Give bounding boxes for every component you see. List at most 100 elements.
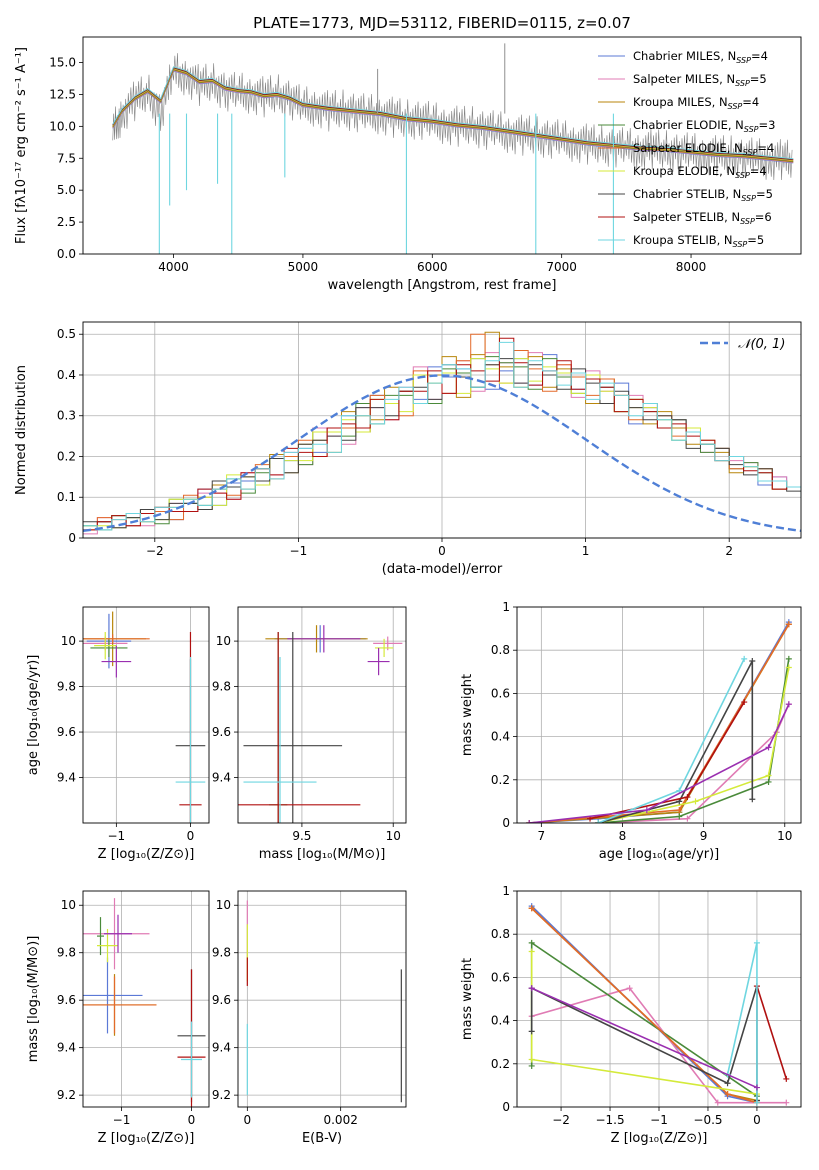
x-tick-label: 0: [753, 1113, 761, 1127]
mass-weight-marker: [528, 939, 535, 946]
legend-entry: Kroupa MILES, NSSP=4: [633, 95, 759, 111]
axes-frame: [82, 36, 802, 255]
y-tick-label: 0: [502, 816, 510, 830]
legend-entry: Salpeter MILES, NSSP=5: [633, 72, 767, 88]
errorbar-points: [83, 898, 206, 1107]
y-tick-label: 10: [61, 898, 76, 912]
legend-entry: Chabrier ELODIE, NSSP=3: [633, 118, 775, 134]
x-tick-label: 9.5: [292, 829, 311, 843]
mass-weight-marker: [528, 1028, 535, 1035]
y-tick-label: 0.5: [57, 327, 76, 341]
normal-distribution-curve: [83, 374, 801, 533]
legend-entry: Kroupa STELIB, NSSP=5: [633, 233, 764, 249]
legend-entry: 𝒩(0, 1): [738, 337, 785, 352]
x-tick-label: 6000: [417, 260, 448, 274]
x-tick-label: 10: [386, 829, 401, 843]
residual-histogram-salpeter-miles: [83, 352, 801, 538]
y-tick-label: 0.2: [491, 773, 510, 787]
x-tick-label: 9: [700, 829, 708, 843]
panel-mass_vs_ebv: 0 0.002 9.2 9.4 9.6 9.8 10 E(B-V): [212, 890, 407, 1146]
errorbar-point: [374, 638, 394, 658]
errorbar-point: [243, 657, 317, 823]
x-tick-label: −1: [113, 1113, 131, 1127]
y-tick-label: 0.0: [57, 247, 76, 261]
mass-weight-marker: [595, 820, 602, 823]
axes-frame: [237, 890, 407, 1108]
mass-weight-marker: [692, 798, 699, 805]
x-tick-label: −1: [290, 544, 308, 558]
mass-weight-marker: [526, 820, 533, 823]
mass-weight-marker: [783, 1099, 790, 1106]
errorbar-points: [83, 611, 206, 823]
errorbar-point: [181, 1021, 202, 1098]
x-tick-label: 1: [582, 544, 590, 558]
mass-weight-marker: [741, 699, 748, 706]
mass-weight-marker: [785, 655, 792, 662]
panel-mass_vs_Z: −1 0 9.2 9.4 9.6 9.8 10 Z [log₁₀(Z/Z⊙)] mass [lo…: [26, 890, 210, 1146]
y-tick-label: 9.8: [57, 680, 76, 694]
mass-weight-series: [529, 623, 790, 823]
mass-weight-series: [529, 621, 790, 823]
y-tick-label: 10.0: [49, 119, 76, 133]
mass-weight-marker: [676, 807, 683, 814]
x-tick-label: 0: [438, 544, 446, 558]
errorbar-point: [101, 645, 132, 678]
y-tick-label: 0.4: [491, 1014, 510, 1028]
errorbar-points: [238, 625, 403, 823]
y-tick-label: 9.6: [212, 993, 231, 1007]
mass-weight-series: [756, 985, 788, 1080]
axes-frame: [237, 606, 407, 824]
panel-massweight_vs_age: 7 8 9 10 0 0.2 0.4 0.6 0.8 1 age [log₁₀(age/yr)] ma…: [460, 600, 802, 862]
x-tick-label: 2: [725, 544, 733, 558]
y-tick-label: 9.8: [212, 680, 231, 694]
model-spectrum-kroupa-stelib: [112, 66, 794, 160]
y-tick-label: 9.6: [57, 993, 76, 1007]
panel-massweight_vs_Z: −2 −1.5 −1 −0.5 0 0 0.2 0.4 0.6 0.8 1 Z [log₁₀(Z/Z⊙…: [460, 884, 802, 1146]
x-tick-label: 0.002: [323, 1113, 357, 1127]
x-tick-label: −2: [552, 1113, 570, 1127]
x-axis-label: wavelength [Angstrom, rest frame]: [328, 278, 557, 293]
x-axis-label: mass [log₁₀(M/M⊙)]: [259, 847, 386, 862]
observed-spectrum-line: [112, 53, 793, 180]
residual-histogram-chabrier-elodie: [83, 356, 801, 538]
x-tick-label: 7: [538, 829, 546, 843]
mass-weight-marker: [528, 905, 535, 912]
errorbar-point: [94, 632, 117, 660]
mass-weight-marker: [749, 658, 756, 664]
errorbar-point: [104, 914, 132, 953]
y-tick-label: 15.0: [49, 56, 76, 70]
y-axis-label: Normed distribution: [14, 365, 29, 495]
mass-weight-marker: [785, 621, 792, 628]
mass-weight-lines: [526, 619, 792, 823]
axes-frame: [516, 606, 802, 824]
mass-weight-marker: [528, 985, 535, 992]
x-axis-label: age [log₁₀(age/yr)]: [599, 847, 720, 862]
y-tick-label: 0.6: [491, 686, 510, 700]
y-tick-label: 10: [216, 634, 231, 648]
errorbar-point: [90, 638, 128, 658]
y-tick-label: 0.8: [491, 927, 510, 941]
y-tick-label: 0.2: [57, 449, 76, 463]
y-tick-label: 0.8: [491, 643, 510, 657]
x-tick-label: 5000: [288, 260, 319, 274]
mass-weight-marker: [643, 807, 650, 814]
mass-weight-marker: [714, 1099, 721, 1106]
y-axis-label: mass weight: [460, 674, 475, 756]
axes-frame: [82, 606, 210, 824]
x-tick-label: −1.5: [595, 1113, 624, 1127]
errorbar-point: [97, 917, 104, 956]
errorbar-point: [97, 928, 118, 963]
x-tick-label: 10: [777, 829, 792, 843]
y-tick-label: 9.4: [57, 1041, 76, 1055]
y-tick-label: 9.8: [212, 946, 231, 960]
x-tick-label: 7000: [546, 260, 577, 274]
y-tick-label: 1: [502, 884, 510, 898]
residual-histogram-salpeter-stelib: [83, 337, 801, 538]
mass-weight-marker: [724, 1080, 731, 1087]
axes-frame: [82, 890, 210, 1108]
y-axis-label: mass weight: [460, 958, 475, 1040]
mass-weight-marker: [684, 794, 691, 801]
errorbar-point: [83, 957, 143, 1034]
panel-age_vs_Z: −1 0 9.4 9.6 9.8 10 Z [log₁₀(Z/Z⊙)] age [log₁₀(…: [26, 606, 210, 862]
